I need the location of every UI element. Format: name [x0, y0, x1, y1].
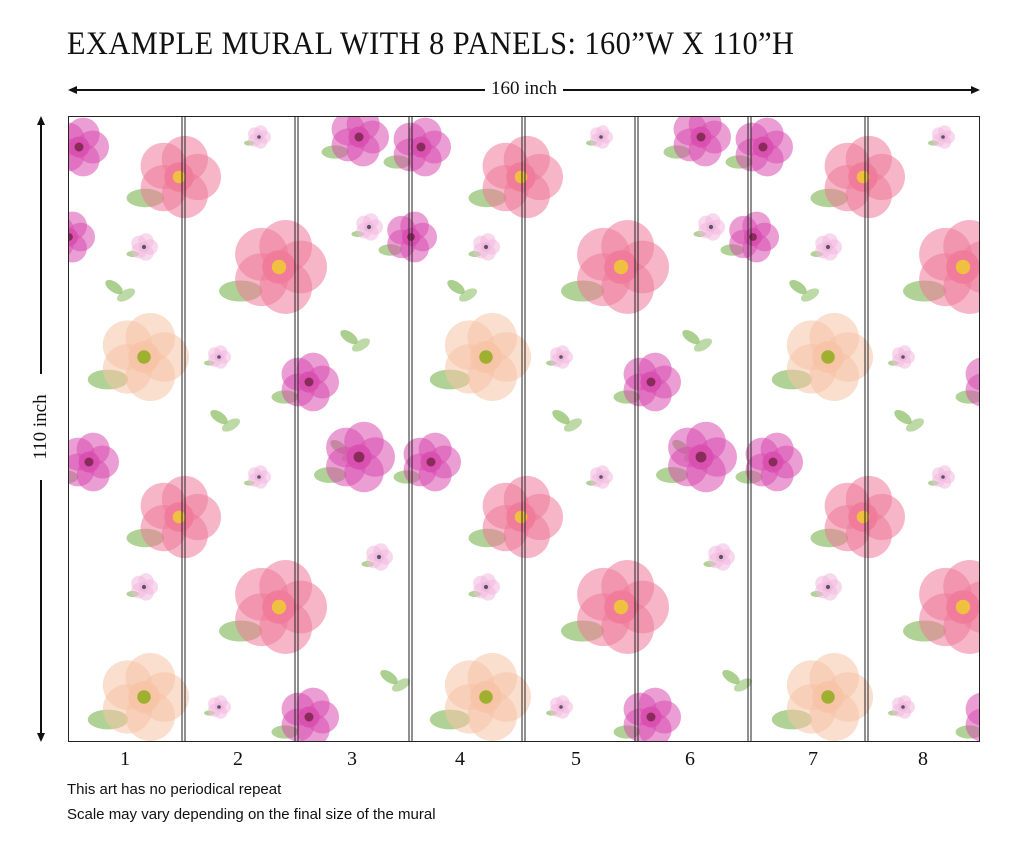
mural-preview — [68, 116, 980, 742]
blossom-flower — [244, 465, 271, 489]
leaf-flower — [682, 329, 713, 352]
leaf-flower — [447, 279, 478, 302]
peony-flower — [903, 220, 979, 314]
rose-flower — [720, 211, 779, 263]
rose-flower — [955, 692, 979, 741]
blossom-flower — [468, 573, 500, 601]
rose-flower — [613, 687, 681, 741]
peony-flower — [219, 220, 327, 314]
blossom-flower — [586, 465, 614, 489]
panel-number: 7 — [808, 748, 818, 770]
rose-flower — [725, 117, 793, 177]
peony-flower — [561, 220, 669, 314]
blossom-flower — [703, 543, 735, 571]
leaf-flower — [552, 409, 583, 432]
rose-flower — [314, 421, 396, 493]
width-label: 160 inch — [485, 78, 563, 99]
blossom-flower — [468, 233, 500, 261]
blossom-flower — [928, 125, 956, 149]
blossom-flower — [810, 573, 842, 601]
rose-flower — [383, 117, 451, 177]
rose-flower — [271, 687, 339, 741]
rose-flower — [613, 352, 681, 412]
peony-flower — [810, 475, 906, 559]
peony-flower — [468, 135, 563, 219]
panel-number: 1 — [120, 748, 130, 770]
blossom-flower — [586, 125, 614, 149]
blossom-flower — [888, 695, 916, 719]
leaf-flower — [210, 409, 241, 432]
blossom-flower — [126, 233, 158, 261]
peach-flower — [87, 312, 189, 402]
leaf-flower — [894, 409, 925, 432]
height-label: 110 inch — [30, 374, 52, 480]
panel-number: 6 — [685, 748, 695, 770]
blossom-flower — [204, 345, 231, 369]
blossom-flower — [244, 125, 271, 149]
leaf-flower — [340, 329, 371, 352]
rose-flower — [69, 211, 95, 263]
panel-number: 4 — [455, 748, 465, 770]
rose-flower — [393, 432, 461, 492]
peach-flower — [771, 312, 873, 402]
rose-flower — [69, 117, 109, 177]
height-dimension: 110 inch — [28, 116, 54, 742]
blossom-flower — [546, 695, 573, 719]
peony-flower — [126, 135, 221, 219]
rose-flower — [271, 352, 339, 412]
blossom-flower — [204, 695, 231, 719]
peony-flower — [468, 475, 563, 559]
peony-flower — [219, 560, 327, 654]
blossom-flower — [546, 345, 573, 369]
panel-number: 8 — [918, 748, 928, 770]
peony-flower — [903, 560, 979, 654]
panel-numbers: 1 2 3 4 5 6 7 8 — [68, 748, 980, 772]
note-scale: Scale may vary depending on the final si… — [67, 806, 436, 823]
peony-flower — [561, 560, 669, 654]
leaf-flower — [722, 669, 753, 692]
width-dimension: 160 inch — [68, 78, 980, 100]
peony-flower — [126, 475, 221, 559]
rose-flower — [955, 357, 979, 407]
leaf-flower — [105, 279, 136, 302]
blossom-flower — [888, 345, 916, 369]
peach-flower — [429, 652, 531, 741]
peach-flower — [87, 652, 189, 741]
blossom-flower — [361, 543, 393, 571]
blossom-flower — [693, 213, 725, 241]
leaf-flower — [789, 279, 820, 302]
note-repeat: This art has no periodical repeat — [67, 781, 282, 798]
peach-flower — [771, 652, 873, 741]
leaf-flower — [380, 669, 411, 692]
blossom-flower — [126, 573, 158, 601]
rose-flower — [663, 117, 731, 167]
blossom-flower — [928, 465, 956, 489]
blossom-flower — [351, 213, 383, 241]
panel-number: 3 — [347, 748, 357, 770]
rose-flower — [69, 432, 119, 492]
panel-number: 5 — [571, 748, 581, 770]
floral-pattern — [69, 117, 979, 741]
rose-flower — [656, 421, 737, 493]
rose-flower — [378, 211, 438, 263]
page-title: EXAMPLE MURAL WITH 8 PANELS: 160”W X 110… — [67, 26, 795, 62]
rose-flower — [735, 432, 803, 492]
rose-flower — [321, 117, 389, 167]
blossom-flower — [810, 233, 842, 261]
peony-flower — [810, 135, 906, 219]
peach-flower — [429, 312, 531, 402]
panel-number: 2 — [233, 748, 243, 770]
leaf-flower — [69, 667, 70, 694]
